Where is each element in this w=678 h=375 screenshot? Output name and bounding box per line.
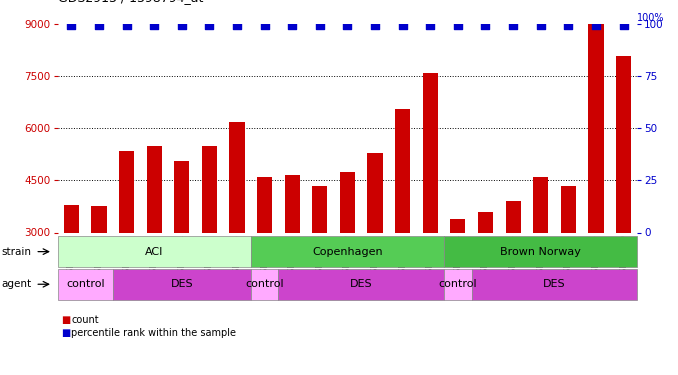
Point [66, 22, 77, 28]
Point [176, 22, 187, 28]
Text: GDS2913 / 1398794_at: GDS2913 / 1398794_at [58, 0, 203, 4]
Bar [64, 205, 79, 337]
Text: control: control [245, 279, 284, 289]
Bar [313, 186, 327, 337]
Bar [202, 146, 217, 337]
Bar [450, 219, 466, 337]
Bar [285, 175, 300, 337]
Text: ACI: ACI [145, 247, 163, 256]
Bar [174, 161, 189, 337]
Bar [229, 122, 245, 337]
Bar [257, 177, 273, 337]
Point [591, 22, 601, 28]
Text: 100%: 100% [637, 13, 665, 23]
Point [94, 22, 104, 28]
Bar [616, 56, 631, 337]
Bar [506, 201, 521, 337]
Bar [92, 207, 106, 337]
Text: DES: DES [543, 279, 566, 289]
Text: strain: strain [1, 247, 31, 256]
Bar [478, 211, 493, 337]
Point [480, 22, 491, 28]
Text: Brown Norway: Brown Norway [500, 247, 581, 256]
Point [618, 22, 629, 28]
Bar [367, 153, 382, 337]
Point [204, 22, 215, 28]
Text: DES: DES [350, 279, 373, 289]
Text: ■: ■ [61, 328, 71, 338]
Bar [589, 24, 603, 337]
Bar [119, 151, 134, 337]
Point [535, 22, 546, 28]
Bar [422, 73, 438, 337]
Point [508, 22, 519, 28]
Point [148, 22, 159, 28]
Point [563, 22, 574, 28]
Point [315, 22, 325, 28]
Point [452, 22, 463, 28]
Point [342, 22, 353, 28]
Text: control: control [66, 279, 104, 289]
Point [425, 22, 436, 28]
Text: control: control [439, 279, 477, 289]
Point [397, 22, 408, 28]
Bar [395, 110, 410, 337]
Point [370, 22, 380, 28]
Point [259, 22, 270, 28]
Text: percentile rank within the sample: percentile rank within the sample [71, 328, 236, 338]
Text: Copenhagen: Copenhagen [312, 247, 383, 256]
Text: agent: agent [1, 279, 31, 289]
Bar [340, 172, 355, 337]
Point [121, 22, 132, 28]
Bar [533, 177, 549, 337]
Bar [146, 146, 162, 337]
Text: count: count [71, 315, 99, 325]
Point [287, 22, 298, 28]
Bar [561, 186, 576, 337]
Text: ■: ■ [61, 315, 71, 325]
Text: DES: DES [171, 279, 193, 289]
Point [232, 22, 243, 28]
